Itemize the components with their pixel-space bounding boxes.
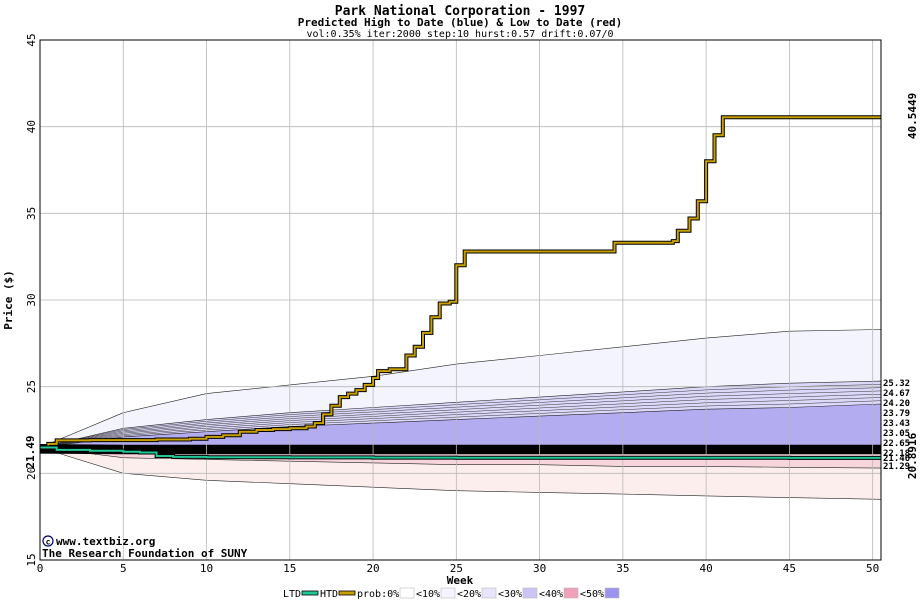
- legend-swatch: [604, 587, 620, 599]
- legend-label: <10%: [416, 589, 440, 600]
- x-axis-label: Week: [447, 574, 474, 587]
- probability-bands: [39, 329, 882, 500]
- legend-label: <50%: [580, 589, 604, 600]
- right-value-label: 22.18: [883, 449, 910, 459]
- x-tick-label: 30: [533, 562, 546, 575]
- legend-swatch: [522, 587, 538, 599]
- legend-swatch: [563, 587, 579, 599]
- y-tick-labels: 15 20 25 30 35 40 45: [25, 33, 38, 566]
- copyright-icon-glyph: c: [46, 538, 51, 547]
- x-tick-label: 20: [366, 562, 379, 575]
- ltd-end-label: 20.8916: [906, 432, 919, 479]
- legend-label: HTD: [320, 589, 338, 600]
- right-value-label: 23.79: [883, 409, 910, 419]
- copyright-icon: [42, 535, 54, 547]
- start-value-label: 21.49: [24, 435, 37, 468]
- x-tick-label: 10: [200, 562, 213, 575]
- right-value-label: 23.05: [883, 429, 910, 439]
- plot-frame: [39, 39, 882, 561]
- right-value-label: 25.32: [883, 379, 910, 389]
- y-tick-label: 20: [25, 467, 38, 480]
- x-tick-label: 45: [783, 562, 796, 575]
- series-lines: [40, 115, 881, 460]
- right-value-labels: 25.3224.6724.2023.7923.4323.0522.6522.18…: [883, 379, 910, 472]
- series-line-htd: [40, 116, 881, 449]
- chart-params: vol:0.35% iter:2000 step:10 hurst:0.57 d…: [306, 29, 613, 40]
- legend-label: <40%: [539, 589, 563, 600]
- legend-swatch: [481, 587, 497, 599]
- legend-label: prob:0%: [357, 589, 399, 600]
- legend-label: <30%: [498, 589, 522, 600]
- series-line-ltd: [40, 446, 881, 459]
- x-tick-label: 5: [120, 562, 127, 575]
- right-value-label: 22.65: [883, 439, 910, 449]
- htd-end-label: 40.5449: [906, 93, 919, 139]
- y-tick-label: 40: [25, 120, 38, 133]
- chart-subtitle: Predicted High to Date (blue) & Low to D…: [298, 16, 623, 29]
- credit-org: The Research Foundation of SUNY: [42, 547, 248, 560]
- legend-swatch: [301, 590, 319, 596]
- y-tick-label: 35: [25, 207, 38, 220]
- y-tick-label: 30: [25, 293, 38, 306]
- credit-url: www.textbiz.org: [56, 535, 155, 548]
- x-tick-label: 35: [616, 562, 629, 575]
- chart-title: Park National Corporation - 1997: [335, 4, 585, 19]
- y-axis-label: Price ($): [2, 270, 15, 330]
- legend-swatch: [338, 590, 356, 596]
- right-value-label: 24.20: [883, 399, 910, 409]
- y-tick-label: 15: [25, 553, 38, 566]
- band-center: [40, 444, 881, 455]
- x-tick-label: 15: [283, 562, 296, 575]
- right-value-label: 23.43: [883, 419, 910, 429]
- right-value-label: 24.67: [883, 389, 910, 399]
- y-tick-label: 45: [25, 33, 38, 46]
- legend: LTD HTD prob:0% <10% <20% <30% <40% <50%: [283, 587, 620, 600]
- x-tick-label: 50: [866, 562, 879, 575]
- x-tick-label: 0: [37, 562, 44, 575]
- x-tick-label: 40: [700, 562, 713, 575]
- legend-swatch: [440, 587, 456, 599]
- legend-label: <20%: [457, 589, 481, 600]
- right-value-label: 21.29: [883, 462, 910, 472]
- x-tick-labels: 0 5 10 15 20 25 30 35 40 45 50: [37, 562, 880, 575]
- right-value-label: 21.46: [883, 454, 910, 464]
- legend-swatch: [399, 587, 415, 599]
- x-tick-label: 25: [450, 562, 463, 575]
- legend-label: LTD: [283, 589, 301, 600]
- y-tick-label: 25: [25, 380, 38, 393]
